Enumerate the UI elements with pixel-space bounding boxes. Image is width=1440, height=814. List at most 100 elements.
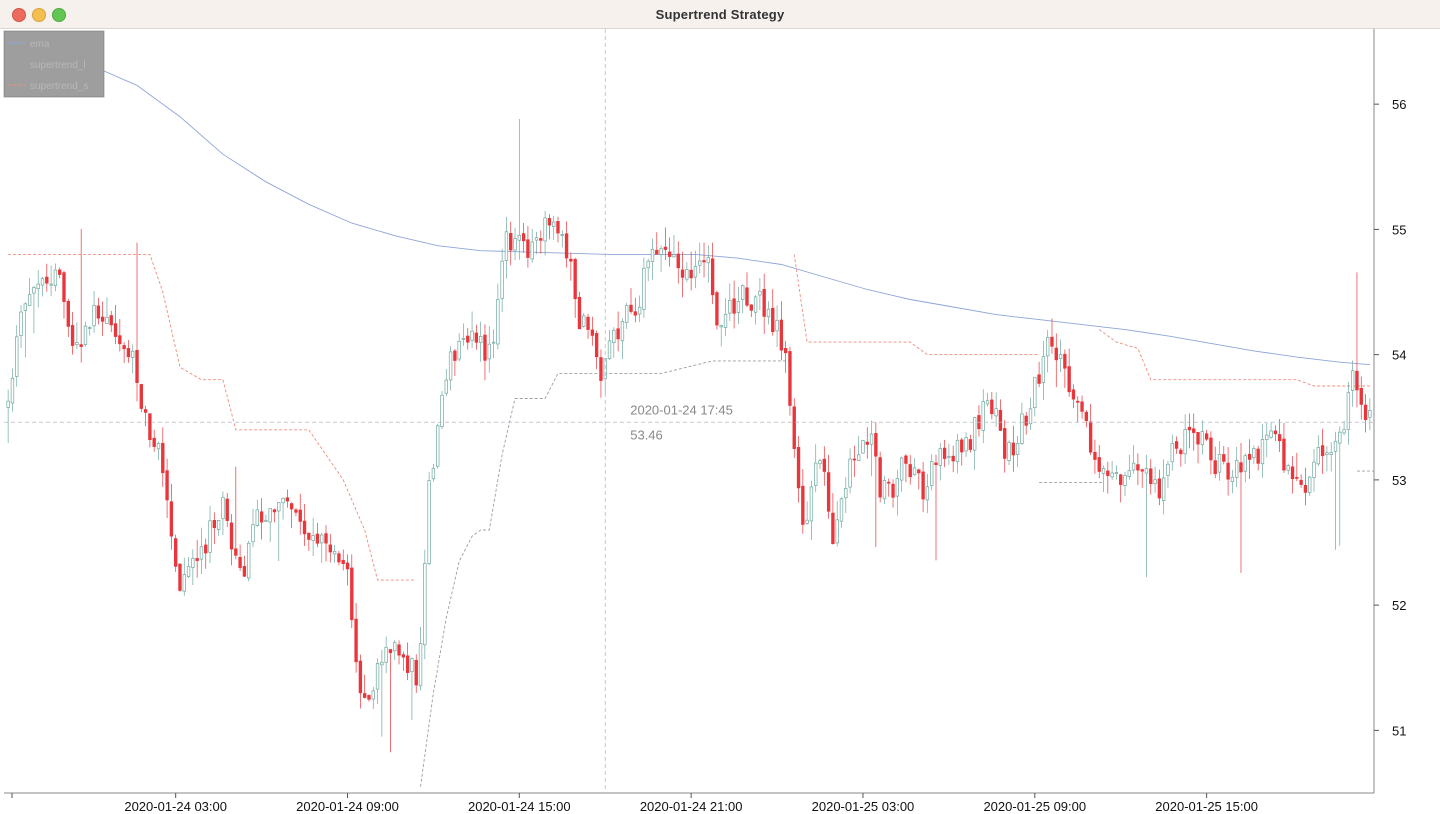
y-tick-label: 54 [1392,348,1406,363]
candle-body [779,319,784,351]
candle [470,311,474,348]
candle-body [719,325,723,328]
candle [225,492,229,528]
supertrend_s-segment [1098,329,1370,387]
candle [680,251,685,298]
candle [826,454,831,519]
candle-body [509,233,513,251]
candle-body [135,349,139,383]
close-window-button[interactable] [12,8,26,22]
candle [483,324,487,381]
candle [70,311,75,355]
candle [1097,445,1101,479]
candle [702,242,706,278]
candle [259,498,264,540]
candle-body [1093,452,1097,460]
candle [985,392,990,407]
candle-body [195,558,199,561]
candle [380,649,384,737]
legend: ema supertrend_l supertrend_s [3,30,105,98]
candle [968,434,973,453]
candle-body [1359,388,1363,405]
candle [947,443,951,465]
candle [1076,396,1080,423]
candle-body [436,425,440,467]
candle [839,497,844,528]
candle-body [375,662,380,690]
candle-body [1170,443,1174,463]
candle [139,384,143,413]
candle-body [1363,404,1368,420]
candle-body [599,357,603,381]
candle [1033,376,1037,417]
candle [1136,453,1140,486]
candle-body [869,433,874,445]
candle [513,227,517,261]
candle [908,455,912,485]
candle-body [311,535,315,542]
candle [440,391,444,430]
candle [126,339,131,363]
candle [960,437,964,466]
candle [375,658,380,705]
minimize-window-button[interactable] [32,8,46,22]
candle [1226,447,1230,496]
candle [1222,445,1226,465]
candle-body [642,267,646,310]
candle [1174,436,1179,454]
candle [1140,468,1144,488]
candle [1308,476,1312,496]
candlestick-chart[interactable]: 51 52 53 54 55 56 2020-01-24 03:00 2020-01-24 0… [0,29,1440,814]
candle [573,257,577,318]
candle [1046,329,1050,373]
candle-body [1200,431,1205,446]
candle-body [131,350,135,358]
candle-body [371,690,375,700]
candle [530,228,534,263]
candle-body [384,646,388,663]
candle [998,399,1003,431]
candle [1192,413,1196,451]
candle [972,416,977,471]
candle [788,346,792,416]
candle [1127,454,1131,480]
candle [1350,360,1355,407]
candle-body [1123,475,1127,486]
candle-body [1114,472,1119,474]
candle [723,298,728,337]
candle [332,544,337,563]
candle-body [173,538,178,567]
candle [882,475,887,505]
candle-body [985,400,990,405]
candle-body [109,315,113,326]
candle-body [1230,476,1235,482]
candle-body [234,548,238,556]
maximize-window-button[interactable] [52,8,66,22]
candle [835,501,839,547]
candle [552,215,556,240]
candle-body [1316,447,1320,465]
candle-body [15,336,19,377]
candle-body [917,469,921,474]
candle [431,463,436,482]
x-tick-label: 2020-01-24 15:00 [468,799,571,814]
candle [646,258,650,282]
candle-body [560,234,564,236]
candle-body [440,394,444,427]
candle-body [70,325,75,346]
candle-body [427,480,431,564]
legend-label: supertrend_s [30,81,88,92]
candle [238,544,242,572]
candle-body [367,695,371,700]
candle-body [659,248,663,255]
candle-body [401,654,406,658]
candle [32,285,36,334]
candle-body [788,351,792,406]
candle-body [1106,470,1110,476]
candle [311,517,315,556]
candle-body [990,399,994,415]
candle-body [139,384,143,409]
candle-body [1286,465,1290,471]
candle-body [809,486,814,522]
candle-body [268,508,272,523]
